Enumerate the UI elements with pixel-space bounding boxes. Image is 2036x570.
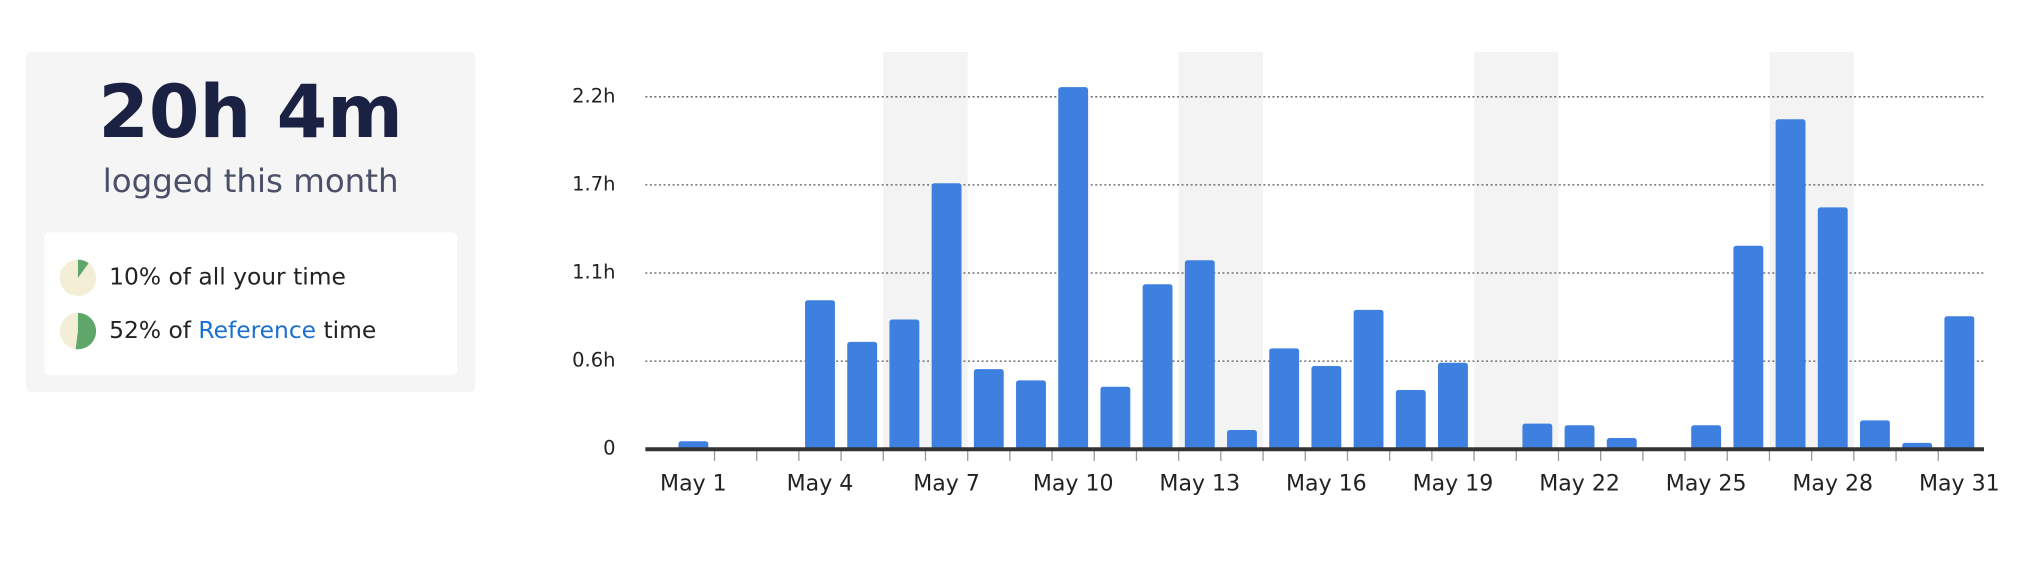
bar bbox=[1016, 380, 1046, 450]
bar bbox=[1100, 386, 1131, 450]
y-tick-label: 2.2h bbox=[572, 84, 615, 107]
bar bbox=[678, 441, 709, 450]
y-tick-label: 1.7h bbox=[572, 172, 615, 195]
bar bbox=[973, 369, 1004, 450]
y-tick-label: 0 bbox=[603, 437, 615, 460]
bar bbox=[1058, 87, 1089, 450]
bar bbox=[889, 319, 920, 450]
bar bbox=[1395, 389, 1426, 450]
x-tick-label: May 10 bbox=[1033, 471, 1114, 496]
bar bbox=[847, 341, 878, 450]
bar bbox=[1944, 316, 1975, 450]
stats-box bbox=[44, 232, 458, 376]
bar bbox=[1142, 284, 1173, 450]
pie-slice bbox=[77, 259, 89, 278]
bar bbox=[1606, 438, 1637, 450]
total-time: 20h 4m bbox=[98, 71, 403, 155]
bar bbox=[1184, 260, 1215, 450]
bar bbox=[1311, 365, 1342, 450]
x-tick-label: May 4 bbox=[787, 471, 854, 496]
stat-suffix: time bbox=[324, 316, 377, 344]
bar bbox=[1691, 425, 1722, 450]
total-subtitle: logged this month bbox=[103, 162, 399, 200]
weekend-band bbox=[1220, 51, 1264, 450]
bar bbox=[1353, 309, 1384, 450]
x-tick-label: May 7 bbox=[913, 471, 980, 496]
bar bbox=[1817, 207, 1848, 450]
stat-text: 52% of Reference time bbox=[109, 316, 376, 344]
pie-slice bbox=[75, 312, 97, 350]
x-tick-label: May 28 bbox=[1792, 471, 1873, 496]
stat-text: 52% of bbox=[109, 316, 192, 344]
x-tick-label: May 1 bbox=[660, 471, 727, 496]
y-tick-label: 0.6h bbox=[572, 349, 615, 372]
weekend-band bbox=[1516, 51, 1559, 450]
weekend-band bbox=[1474, 51, 1517, 450]
x-tick-label: May 31 bbox=[1919, 471, 2000, 496]
bar bbox=[1227, 430, 1257, 450]
y-tick-label: 1.1h bbox=[572, 261, 615, 284]
x-tick-label: May 22 bbox=[1539, 471, 1620, 496]
bar bbox=[1269, 348, 1300, 450]
x-tick-label: May 13 bbox=[1159, 471, 1240, 496]
x-tick-label: May 16 bbox=[1286, 471, 1367, 496]
bar bbox=[931, 183, 962, 450]
bar bbox=[805, 300, 835, 450]
pie-bg bbox=[59, 259, 97, 297]
bar bbox=[1438, 362, 1468, 450]
stat-link[interactable]: Reference bbox=[198, 316, 316, 344]
x-tick-label: May 19 bbox=[1413, 471, 1494, 496]
bar bbox=[1775, 119, 1806, 450]
stat-text: 10% of all your time bbox=[109, 262, 346, 290]
bar bbox=[1522, 423, 1553, 450]
bar bbox=[1733, 245, 1764, 450]
x-tick-label: May 25 bbox=[1666, 471, 1747, 496]
bar bbox=[1860, 420, 1890, 450]
bar bbox=[1564, 425, 1595, 450]
